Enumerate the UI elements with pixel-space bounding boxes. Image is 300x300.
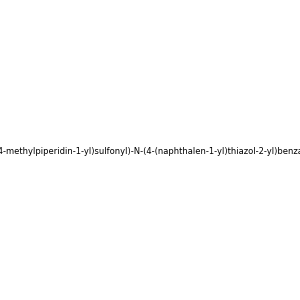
- Text: 4-((4-methylpiperidin-1-yl)sulfonyl)-N-(4-(naphthalen-1-yl)thiazol-2-yl)benzamid: 4-((4-methylpiperidin-1-yl)sulfonyl)-N-(…: [0, 147, 300, 156]
